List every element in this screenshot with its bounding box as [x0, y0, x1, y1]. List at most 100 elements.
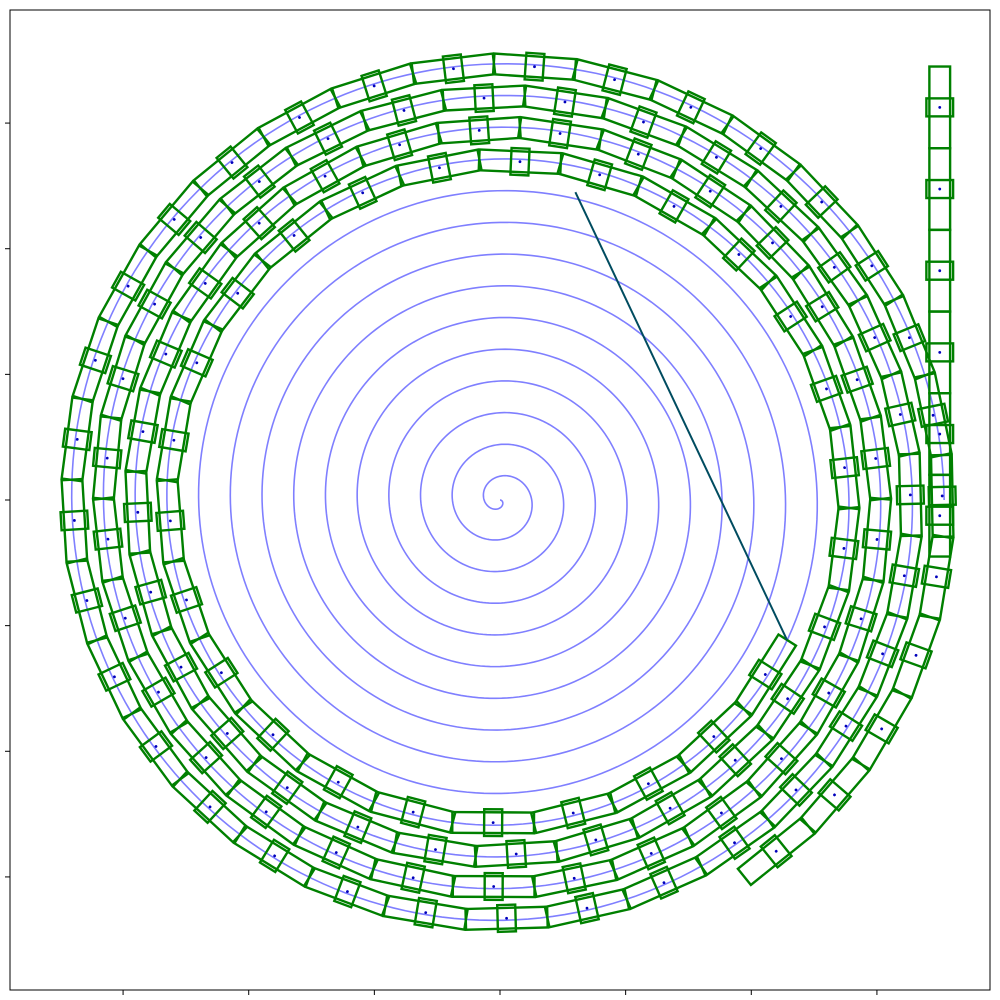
link-plate — [320, 835, 352, 870]
chain-link — [733, 632, 798, 717]
link-center-dot — [73, 519, 76, 522]
link-plate — [209, 716, 245, 751]
link-center-dot — [172, 218, 176, 221]
link-center-dot — [855, 378, 859, 382]
link-plate — [188, 740, 224, 775]
chain-link — [91, 415, 123, 502]
link-plate — [347, 175, 379, 211]
link-center-dot — [141, 430, 145, 434]
link-center-dot — [257, 180, 261, 183]
link-center-dot — [558, 132, 562, 135]
link-center-dot — [323, 174, 327, 178]
link-center-dot — [874, 457, 878, 460]
link-plate — [283, 99, 316, 136]
link-plate — [700, 139, 733, 176]
link-plate — [895, 484, 926, 506]
link-center-dot — [424, 911, 428, 915]
link-center-dot — [935, 575, 938, 579]
spiral-line — [70, 62, 945, 922]
link-plate — [96, 661, 132, 693]
link-plate — [242, 163, 277, 200]
link-center-dot — [771, 241, 774, 245]
chain-link — [65, 556, 109, 645]
chain-link — [91, 496, 125, 583]
chain-link — [647, 78, 734, 136]
link-plate — [561, 861, 588, 895]
link-center-dot — [585, 906, 589, 910]
link-plate — [332, 874, 363, 909]
link-center-dot — [230, 161, 234, 164]
link-plate — [804, 184, 840, 220]
link-plate — [108, 603, 143, 633]
link-plate — [747, 658, 784, 691]
link-plate — [628, 104, 659, 140]
link-center-dot — [271, 733, 275, 737]
link-plate — [342, 809, 373, 845]
link-plate — [704, 795, 739, 831]
link-plate — [360, 68, 389, 103]
link-center-dot — [833, 793, 836, 797]
link-center-dot — [794, 788, 798, 792]
chain-link — [330, 62, 418, 110]
link-plate — [925, 178, 955, 200]
link-center-dot — [298, 116, 301, 119]
link-center-dot — [438, 166, 441, 170]
link-plate — [693, 173, 727, 209]
link-plate — [312, 121, 344, 157]
link-center-dot — [334, 851, 338, 854]
link-plate — [759, 833, 794, 870]
link-center-dot — [257, 221, 261, 225]
link-center-dot — [208, 805, 212, 809]
link-center-dot — [636, 152, 640, 156]
link-center-dot — [712, 735, 716, 738]
link-center-dot — [123, 616, 127, 620]
link-center-dot — [873, 336, 877, 340]
link-plate — [155, 509, 186, 533]
link-plate — [807, 612, 842, 642]
link-center-dot — [763, 673, 767, 676]
link-center-dot — [514, 852, 518, 856]
link-plate — [495, 903, 518, 934]
chain-link — [60, 396, 95, 483]
link-center-dot — [786, 697, 790, 701]
link-plate — [763, 741, 800, 777]
link-plate — [865, 639, 900, 669]
link-plate — [422, 833, 448, 866]
link-center-dot — [820, 305, 824, 309]
link-plate — [844, 604, 879, 633]
link-center-dot — [649, 852, 653, 855]
link-center-dot — [780, 757, 783, 761]
link-center-dot — [668, 806, 672, 810]
link-center-dot — [168, 519, 172, 523]
link-plate — [92, 527, 124, 551]
link-plate — [601, 63, 629, 97]
link-plate — [816, 250, 853, 285]
link-plate — [399, 795, 427, 829]
chain-series — [59, 51, 957, 934]
link-plate — [654, 790, 687, 826]
link-plate — [255, 717, 291, 753]
link-plate — [559, 796, 587, 830]
link-center-dot — [914, 653, 918, 657]
link-plate — [623, 136, 654, 172]
chain-link — [491, 51, 578, 82]
chain-link — [97, 243, 159, 329]
link-plate — [156, 202, 192, 237]
link-center-dot — [236, 291, 240, 295]
chain-link — [99, 335, 147, 423]
chain-link — [155, 396, 193, 484]
link-plate — [632, 766, 665, 802]
link-center-dot — [672, 204, 676, 208]
link-center-dot — [832, 265, 836, 269]
link-plate — [133, 578, 168, 606]
link-plate — [322, 764, 355, 800]
link-center-dot — [938, 514, 942, 518]
link-plate — [636, 835, 667, 871]
link-center-dot — [662, 881, 666, 885]
link-center-dot — [326, 137, 330, 141]
link-plate — [552, 86, 578, 118]
link-plate — [925, 260, 955, 281]
axis-ticks — [5, 122, 878, 995]
link-center-dot — [199, 236, 203, 239]
link-plate — [916, 402, 950, 429]
